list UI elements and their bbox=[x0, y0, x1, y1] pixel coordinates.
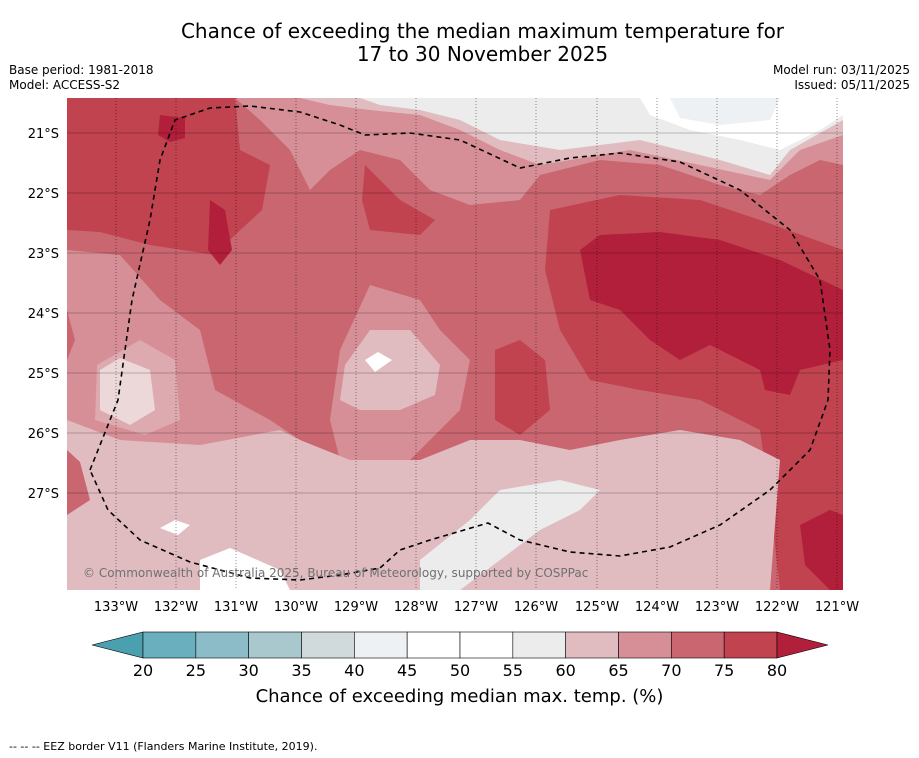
base-period: Base period: 1981-2018 bbox=[9, 63, 154, 77]
lon-label: 125°W bbox=[575, 600, 619, 615]
colorbar-segment bbox=[301, 631, 355, 659]
colorbar-tick-label: 75 bbox=[713, 661, 735, 680]
colorbar-tick-label: 20 bbox=[132, 661, 154, 680]
colorbar-tick-label: 50 bbox=[449, 661, 471, 680]
lat-axis: 21°S 22°S 23°S 24°S 25°S 26°S 27°S bbox=[28, 127, 59, 502]
map-figure: © Commonwealth of Australia 2025, Bureau… bbox=[28, 98, 859, 615]
colorbar-tick-label: 25 bbox=[185, 661, 207, 680]
lon-label: 122°W bbox=[755, 600, 799, 615]
colorbar-segment bbox=[565, 631, 619, 659]
eez-legend-note: -- -- -- EEZ border V11 (Flanders Marine… bbox=[9, 740, 318, 753]
colorbar-tick-label: 40 bbox=[344, 661, 365, 680]
lat-label: 24°S bbox=[28, 307, 59, 322]
colorbar-tick-label: 65 bbox=[608, 661, 629, 680]
colorbar-label: Chance of exceeding median max. temp. (%… bbox=[255, 686, 664, 707]
lat-label: 23°S bbox=[28, 247, 59, 262]
colorbar-segment bbox=[618, 631, 672, 659]
model-run: Model run: 03/11/2025 bbox=[772, 63, 910, 77]
colorbar-segment bbox=[248, 631, 302, 659]
colorbar-segment bbox=[459, 631, 514, 659]
lat-label: 25°S bbox=[28, 367, 59, 382]
colorbar-segment bbox=[354, 631, 408, 659]
lon-label: 121°W bbox=[815, 600, 859, 615]
colorbar-segment bbox=[671, 631, 725, 659]
lat-label: 21°S bbox=[28, 127, 59, 142]
colorbar-extend-low bbox=[91, 631, 144, 659]
colorbar-tick-label: 70 bbox=[661, 661, 682, 680]
colorbar-extend-high bbox=[776, 631, 829, 659]
colorbar-segment bbox=[512, 631, 566, 659]
lon-label: 131°W bbox=[214, 600, 258, 615]
lat-label: 26°S bbox=[28, 427, 59, 442]
colorbar-tick-label: 35 bbox=[291, 661, 312, 680]
colorbar-tick-label: 80 bbox=[766, 661, 788, 680]
lon-label: 129°W bbox=[334, 600, 378, 615]
lon-label: 133°W bbox=[94, 600, 138, 615]
colorbar-ticks: 20 25 30 35 40 45 50 55 60 65 70 75 80 bbox=[0, 661, 919, 683]
colorbar-segment bbox=[142, 631, 197, 659]
model-name: Model: ACCESS-S2 bbox=[9, 78, 121, 92]
colorbar-tick-label: 45 bbox=[396, 661, 418, 680]
colorbar-segment bbox=[406, 631, 461, 659]
copyright-notice: © Commonwealth of Australia 2025, Bureau… bbox=[83, 566, 588, 580]
lon-label: 126°W bbox=[514, 600, 558, 615]
map-title-line-1: Chance of exceeding the median maximum t… bbox=[180, 19, 785, 43]
lon-label: 132°W bbox=[154, 600, 198, 615]
lon-axis: 133°W 132°W 131°W 130°W 129°W 128°W 127°… bbox=[94, 600, 859, 615]
probability-field: © Commonwealth of Australia 2025, Bureau… bbox=[67, 98, 843, 590]
lon-label: 127°W bbox=[454, 600, 498, 615]
colorbar bbox=[91, 631, 829, 659]
lon-label: 124°W bbox=[635, 600, 679, 615]
colorbar-segment bbox=[723, 631, 778, 659]
issued-date: Issued: 05/11/2025 bbox=[794, 78, 910, 92]
colorbar-tick-label: 30 bbox=[238, 661, 259, 680]
lon-label: 130°W bbox=[274, 600, 318, 615]
lon-label: 123°W bbox=[695, 600, 739, 615]
lat-label: 22°S bbox=[28, 187, 59, 202]
lon-label: 128°W bbox=[394, 600, 438, 615]
lat-label: 27°S bbox=[28, 487, 59, 502]
map-title-line-2: 17 to 30 November 2025 bbox=[356, 42, 609, 66]
eez-border bbox=[89, 105, 831, 581]
colorbar-tick-label: 55 bbox=[502, 661, 524, 680]
colorbar-segment bbox=[195, 631, 249, 659]
colorbar-tick-label: 60 bbox=[555, 661, 576, 680]
